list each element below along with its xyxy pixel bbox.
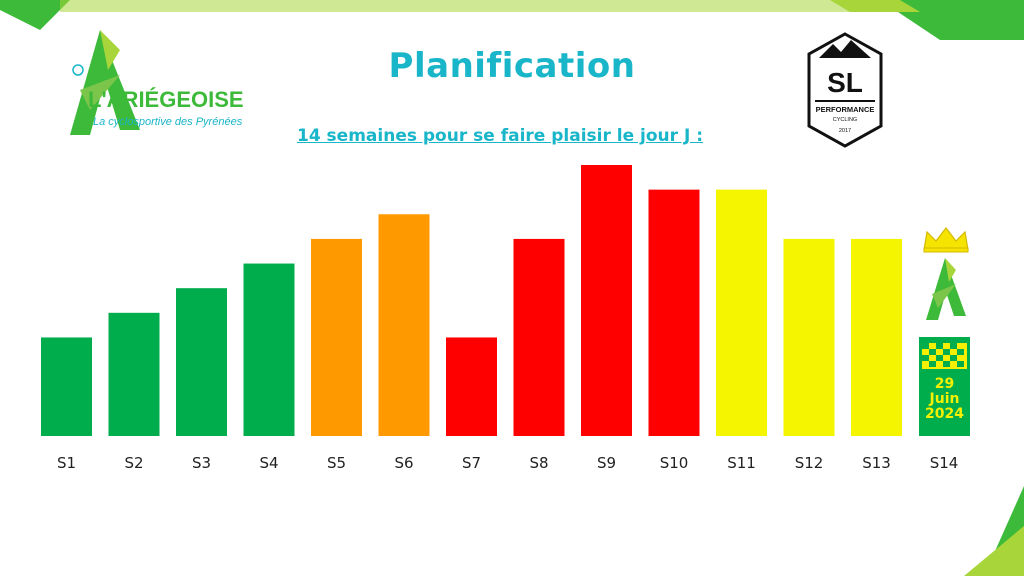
crown-icon bbox=[923, 227, 969, 253]
bar-s5 bbox=[311, 238, 362, 436]
race-date-month: Juin bbox=[929, 391, 960, 408]
bar-s11 bbox=[716, 189, 767, 436]
tick-label-s11: S11 bbox=[727, 454, 756, 472]
checkered-flag-icon bbox=[922, 343, 967, 370]
race-date-year: 2024 bbox=[925, 406, 964, 423]
mini-logo-icon bbox=[926, 258, 966, 320]
logo-right-initials: SL bbox=[827, 67, 863, 98]
tick-label-s3: S3 bbox=[192, 454, 211, 472]
ariegeoise-logo: L'ARIÉGEOISE La cyclosportive des Pyréné… bbox=[60, 30, 250, 145]
race-day-marker: 29 Juin 2024 bbox=[919, 337, 970, 436]
tick-label-s9: S9 bbox=[597, 454, 616, 472]
bar-s7 bbox=[446, 337, 497, 436]
tick-label-s2: S2 bbox=[124, 454, 143, 472]
tick-label-s7: S7 bbox=[462, 454, 481, 472]
bottom-right-decoration bbox=[964, 486, 1024, 576]
tick-label-s12: S12 bbox=[795, 454, 824, 472]
race-date: 29 Juin 2024 bbox=[919, 377, 970, 422]
logo-left-tagline: La cyclosportive des Pyrénées bbox=[93, 116, 243, 128]
top-decoration bbox=[0, 0, 1024, 40]
page-title: Planification bbox=[388, 46, 636, 86]
tick-label-s6: S6 bbox=[394, 454, 413, 472]
bar-s9 bbox=[581, 165, 632, 436]
tick-label-s14: S14 bbox=[930, 454, 959, 472]
bar-s12 bbox=[783, 238, 835, 436]
bar-s6 bbox=[378, 214, 430, 436]
logo-right-line2: CYCLING bbox=[833, 117, 857, 123]
logo-left-name: L'ARIÉGEOISE bbox=[88, 87, 244, 112]
logo-right-line1: PERFORMANCE bbox=[816, 105, 875, 114]
bar-s4 bbox=[243, 263, 295, 436]
tick-label-s8: S8 bbox=[529, 454, 548, 472]
tick-label-s1: S1 bbox=[57, 454, 76, 472]
logo-right-year: 2017 bbox=[839, 128, 851, 134]
bar-s10 bbox=[648, 189, 700, 436]
tick-label-s4: S4 bbox=[259, 454, 278, 472]
bar-s1 bbox=[41, 337, 92, 436]
page-subtitle: 14 semaines pour se faire plaisir le jou… bbox=[296, 126, 704, 146]
tick-label-s10: S10 bbox=[660, 454, 689, 472]
bar-s2 bbox=[108, 312, 160, 436]
sl-performance-logo: SL PERFORMANCE CYCLING 2017 bbox=[805, 30, 885, 150]
tick-label-s5: S5 bbox=[327, 454, 346, 472]
bar-s13 bbox=[851, 238, 902, 436]
bar-s3 bbox=[176, 288, 227, 436]
bar-s8 bbox=[513, 238, 565, 436]
race-date-day: 29 bbox=[934, 376, 955, 393]
tick-label-s13: S13 bbox=[862, 454, 891, 472]
